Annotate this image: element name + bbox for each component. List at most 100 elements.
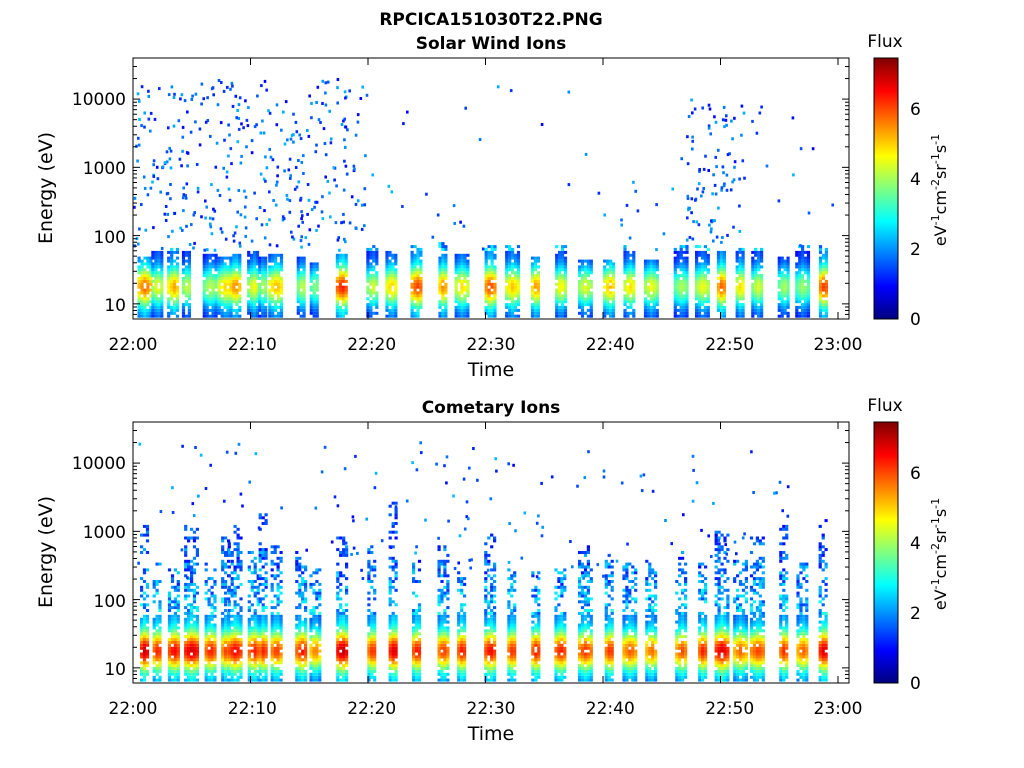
flux-cell [158, 600, 162, 604]
flux-cell [239, 632, 243, 636]
flux-cell [207, 603, 211, 607]
flux-cell [315, 597, 319, 601]
flux-cell [192, 664, 197, 668]
flux-cell [181, 256, 186, 260]
flux-cell [202, 97, 205, 101]
flux-cell [508, 259, 512, 263]
flux-cell [586, 279, 590, 283]
flux-cell [221, 568, 225, 572]
flux-cell [155, 649, 159, 653]
flux-cell [261, 652, 265, 656]
flux-cell [682, 250, 686, 254]
flux-cell [142, 652, 147, 656]
flux-cell [783, 259, 787, 263]
flux-cell [410, 259, 414, 263]
flux-cell [318, 594, 322, 598]
flux-cell [187, 268, 191, 272]
flux-cell [419, 259, 423, 263]
flux-cell [369, 247, 373, 251]
flux-cell [352, 164, 356, 168]
flux-cell [210, 183, 213, 187]
flux-cell [207, 626, 211, 630]
flux-cell [261, 271, 265, 275]
flux-cell [513, 276, 518, 280]
flux-cell [213, 638, 217, 641]
flux-cell [214, 308, 218, 312]
flux-cell [270, 672, 274, 676]
flux-cell [151, 308, 155, 312]
flux-cell [277, 265, 281, 269]
flux-cell [184, 652, 188, 656]
flux-cell [301, 678, 305, 682]
flux-cell [232, 271, 236, 275]
flux-cell [798, 256, 802, 260]
flux-cell [253, 617, 257, 621]
flux-cell [170, 274, 174, 278]
flux-cell [187, 539, 191, 543]
flux-cell [372, 282, 376, 286]
flux-cell [279, 629, 283, 633]
flux-cell [239, 565, 243, 569]
flux-cell [195, 635, 199, 639]
flux-cell [274, 308, 278, 312]
flux-cell [679, 282, 683, 286]
flux-cell [304, 580, 308, 583]
flux-cell [391, 268, 395, 272]
flux-cell [293, 187, 297, 191]
flux-cell [373, 661, 377, 665]
flux-cell [578, 288, 582, 292]
flux-cell [444, 311, 448, 315]
flux-cell [315, 658, 319, 662]
flux-cell [783, 300, 787, 304]
flux-cell [388, 297, 392, 301]
flux-cell [309, 308, 313, 312]
flux-cell [722, 250, 726, 254]
flux-cell [255, 311, 260, 315]
flux-cell [239, 667, 243, 670]
flux-cell [623, 294, 627, 298]
flux-cell [304, 629, 308, 633]
flux-cell [167, 568, 172, 572]
flux-cell [167, 675, 172, 679]
flux-cell [555, 291, 559, 295]
flux-cell [341, 253, 345, 257]
flux-cell [632, 311, 636, 315]
flux-cell [369, 308, 373, 312]
flux-cell [511, 314, 515, 318]
flux-cell [716, 259, 721, 263]
flux-cell [295, 649, 299, 653]
flux-cell [632, 300, 636, 304]
flux-cell [345, 562, 349, 566]
flux-cell [202, 305, 206, 309]
flux-cell [738, 308, 742, 312]
flux-cell [168, 157, 172, 161]
flux-cell [264, 305, 268, 309]
flux-cell [253, 652, 257, 656]
flux-cell [563, 279, 568, 283]
flux-cell [315, 274, 319, 278]
flux-cell [304, 658, 308, 662]
flux-cell [143, 268, 147, 272]
flux-cell [704, 154, 707, 158]
flux-cell [700, 276, 705, 280]
flux-cell [279, 626, 283, 630]
flux-cell [252, 308, 257, 312]
flux-cell [210, 646, 214, 650]
flux-cell [304, 585, 308, 589]
flux-cell [370, 545, 374, 549]
flux-cell [187, 565, 191, 569]
flux-cell [719, 276, 724, 280]
flux-cell [167, 256, 171, 260]
flux-cell [155, 655, 159, 659]
flux-cell [336, 238, 340, 242]
flux-cell [154, 276, 158, 280]
flux-cell [646, 288, 651, 292]
flux-cell [170, 256, 174, 260]
flux-cell [236, 527, 240, 531]
flux-cell [339, 553, 343, 557]
flux-cell [738, 256, 742, 260]
flux-cell [289, 176, 292, 180]
flux-cell [413, 303, 417, 307]
flux-cell [798, 274, 802, 278]
flux-cell [484, 308, 488, 312]
